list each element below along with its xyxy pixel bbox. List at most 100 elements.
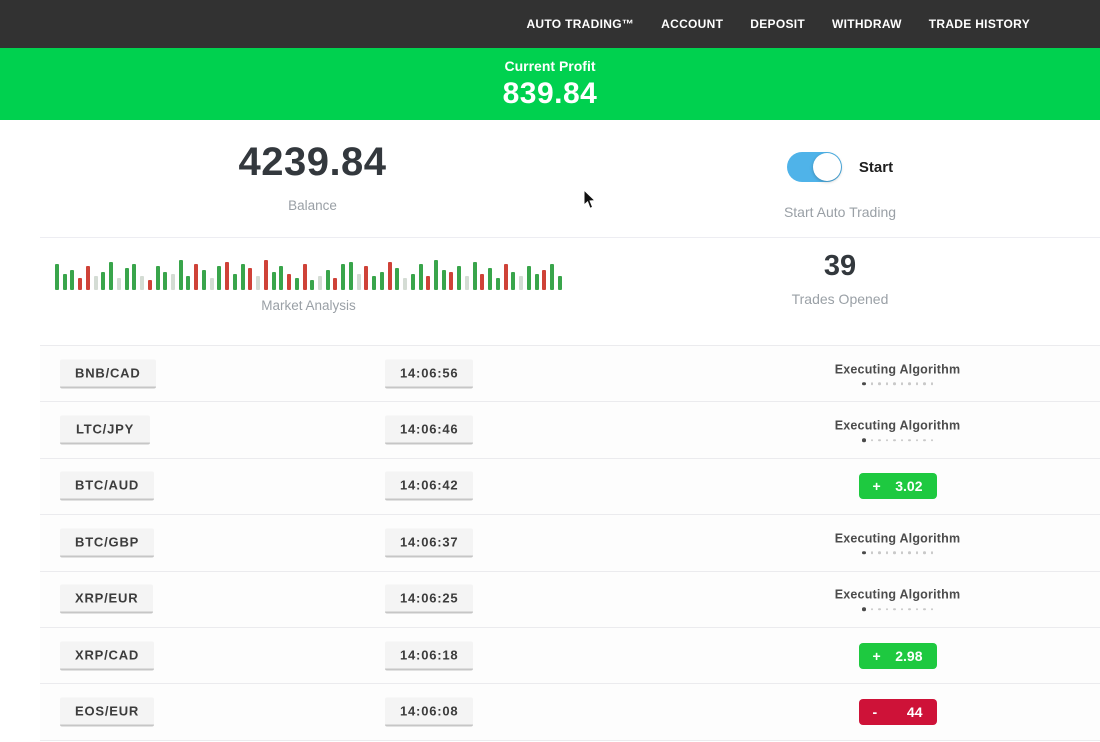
- current-profit-banner: Current Profit 839.84: [0, 48, 1100, 120]
- chart-bar: [526, 266, 531, 290]
- executing-algorithm-label: Executing Algorithm: [834, 418, 961, 433]
- executing-algorithm-label: Executing Algorithm: [834, 587, 961, 602]
- chart-bar: [480, 274, 485, 290]
- chart-bar: [511, 272, 516, 290]
- progress-dot-icon: [870, 608, 873, 611]
- chart-bar: [70, 270, 75, 290]
- nav-item-account[interactable]: ACCOUNT: [661, 17, 724, 31]
- progress-dot-icon: [900, 551, 903, 555]
- chart-bar: [341, 264, 346, 290]
- trade-status: Executing Algorithm: [810, 587, 985, 611]
- progress-dot-icon: [878, 608, 881, 611]
- pair-chip: LTC/JPY: [60, 415, 150, 445]
- nav-item-auto-trading[interactable]: AUTO TRADING™: [526, 17, 635, 31]
- chart-bar: [163, 272, 168, 290]
- executing-algorithm-label: Executing Algorithm: [834, 361, 961, 376]
- chart-bar: [116, 278, 121, 290]
- progress-dot-icon: [862, 551, 866, 555]
- chart-bar: [147, 280, 152, 290]
- chart-bar: [279, 266, 284, 290]
- progress-dot-icon: [900, 608, 903, 611]
- chart-bar: [325, 270, 330, 290]
- chart-bar: [209, 278, 214, 290]
- market-analysis-label: Market Analysis: [261, 298, 356, 313]
- chart-bar: [550, 264, 554, 290]
- chart-bar: [387, 262, 392, 290]
- progress-dot-icon: [915, 438, 918, 442]
- table-row: BNB/CAD 14:06:56 Executing Algorithm: [40, 346, 1100, 403]
- chart-bar: [441, 270, 446, 290]
- balance-value: 4239.84: [238, 140, 387, 184]
- chart-bar: [201, 270, 206, 290]
- chart-bar: [503, 264, 508, 290]
- chart-bar: [256, 276, 261, 290]
- chart-bar: [418, 264, 423, 290]
- chart-bar: [333, 278, 338, 290]
- chart-bar: [403, 278, 408, 290]
- pair-chip: BTC/GBP: [60, 528, 155, 558]
- table-row: BTC/GBP 14:06:37 Executing Algorithm: [40, 515, 1100, 572]
- chart-bar: [263, 260, 268, 290]
- chart-bar: [356, 274, 361, 290]
- nav-item-trade-history[interactable]: TRADE HISTORY: [928, 17, 1030, 31]
- chart-bar: [395, 268, 400, 290]
- chart-bar: [55, 264, 59, 290]
- progress-dots: [810, 438, 985, 442]
- chart-bar: [310, 280, 315, 290]
- chart-bar: [294, 278, 299, 290]
- chart-bar: [348, 262, 353, 290]
- badge-sign: -: [872, 704, 878, 721]
- progress-dot-icon: [900, 382, 903, 385]
- progress-dot-icon: [893, 382, 896, 385]
- trade-status: - 44: [810, 699, 985, 726]
- progress-dots: [810, 551, 985, 555]
- progress-dot-icon: [923, 608, 926, 611]
- progress-dot-icon: [915, 551, 918, 555]
- progress-dot-icon: [893, 608, 896, 611]
- progress-dot-icon: [908, 551, 911, 555]
- pair-chip: BTC/AUD: [60, 471, 155, 501]
- progress-dot-icon: [908, 382, 911, 385]
- trades-opened-value: 39: [823, 250, 857, 282]
- nav-item-deposit[interactable]: DEPOSIT: [750, 17, 806, 31]
- current-profit-label: Current Profit: [504, 57, 596, 74]
- trades-opened-label: Trades Opened: [791, 291, 889, 307]
- chart-bar: [372, 276, 377, 290]
- balance-block: 4239.84 Balance: [40, 140, 585, 213]
- progress-dot-icon: [930, 438, 933, 442]
- time-chip: 14:06:42: [385, 471, 474, 501]
- badge-value: 3.02: [895, 478, 923, 495]
- progress-dots: [810, 607, 985, 611]
- auto-trading-toggle-block: Start Start Auto Trading: [660, 120, 1020, 220]
- chart-bar: [155, 266, 160, 290]
- toggle-caption: Start Auto Trading: [783, 204, 897, 220]
- chart-bar: [93, 276, 98, 290]
- chart-bar: [410, 274, 415, 290]
- time-chip: 14:06:08: [385, 697, 474, 727]
- badge-sign: +: [872, 647, 881, 664]
- auto-trading-toggle[interactable]: [786, 152, 842, 182]
- chart-bar: [534, 274, 539, 290]
- pair-chip: BNB/CAD: [60, 359, 156, 389]
- progress-dot-icon: [870, 551, 873, 555]
- chart-bar: [449, 272, 454, 290]
- progress-dot-icon: [915, 608, 918, 611]
- time-chip: 14:06:25: [385, 584, 474, 614]
- chart-bar: [287, 274, 292, 290]
- trades-table: BNB/CAD 14:06:56 Executing Algorithm LTC…: [40, 345, 1100, 741]
- chart-bar: [317, 276, 322, 290]
- chart-bar: [464, 276, 469, 290]
- chart-bar: [495, 278, 500, 290]
- progress-dot-icon: [885, 382, 888, 385]
- chart-bar: [271, 272, 276, 290]
- profit-badge: +3.02: [858, 473, 937, 500]
- time-chip: 14:06:18: [385, 641, 474, 671]
- chart-bar: [109, 262, 114, 290]
- chart-bar: [132, 264, 137, 290]
- progress-dots: [810, 381, 985, 386]
- nav-item-withdraw[interactable]: WITHDRAW: [832, 17, 902, 31]
- chart-bar: [194, 264, 199, 290]
- chart-bar: [101, 272, 106, 290]
- progress-dot-icon: [923, 382, 926, 385]
- progress-dot-icon: [908, 608, 911, 611]
